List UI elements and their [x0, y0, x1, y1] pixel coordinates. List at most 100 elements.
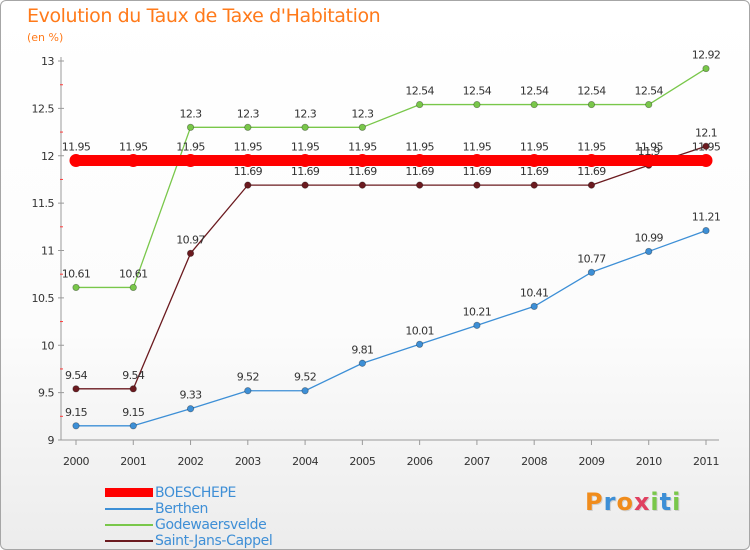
- data-point: [413, 153, 427, 167]
- x-tick-label: 2003: [235, 455, 261, 468]
- data-label: 9.33: [179, 389, 202, 402]
- data-point: [355, 153, 369, 167]
- data-point: [72, 385, 80, 393]
- data-point: [244, 181, 252, 189]
- data-point: [69, 153, 83, 167]
- x-tick-label: 2000: [63, 455, 89, 468]
- data-label: 9.81: [351, 343, 373, 356]
- y-tick-label: 12.5: [32, 102, 55, 115]
- data-point: [587, 181, 596, 189]
- data-label: 11.95: [405, 140, 434, 153]
- x-tick-label: 2004: [292, 455, 318, 468]
- data-label: 10.01: [405, 324, 434, 337]
- data-label: 9.15: [122, 406, 145, 419]
- data-point: [301, 387, 309, 395]
- data-label: 11.95: [463, 140, 492, 153]
- logo-letter: i: [672, 488, 682, 516]
- legend-label: Saint-Jans-Cappel: [155, 533, 273, 549]
- logo-letter: o: [616, 488, 634, 516]
- logo-letter: x: [633, 488, 651, 516]
- series-godewaersvelde: [72, 64, 710, 292]
- x-tick-label: 2009: [578, 455, 604, 468]
- data-label: 11.69: [577, 165, 606, 178]
- data-label: 11.69: [405, 165, 434, 178]
- data-point: [184, 153, 198, 167]
- data-label: 11.95: [234, 140, 263, 153]
- proxiti-logo: Proxiti: [585, 488, 695, 524]
- y-tick-label: 13: [41, 55, 54, 68]
- data-label: 11.69: [520, 165, 549, 178]
- legend-label: Godewaersvelde: [155, 517, 267, 533]
- data-label: 11.21: [692, 211, 721, 224]
- data-label: 11.95: [634, 140, 663, 153]
- data-label: 11.69: [291, 165, 320, 178]
- data-point: [416, 181, 424, 189]
- data-label: 9.54: [65, 369, 88, 382]
- data-label: 11.69: [463, 165, 492, 178]
- data-point: [129, 385, 137, 393]
- data-label: 11.69: [348, 165, 377, 178]
- data-point: [645, 247, 653, 256]
- data-label: 10.61: [119, 267, 148, 280]
- data-label: 10.41: [520, 286, 549, 299]
- data-label: 11.95: [119, 140, 148, 153]
- data-point: [587, 100, 596, 109]
- data-point: [473, 321, 481, 329]
- data-label: 12.92: [692, 49, 721, 62]
- data-label: 12.3: [351, 107, 374, 120]
- data-point: [186, 405, 195, 413]
- x-tick-label: 2005: [349, 455, 375, 468]
- data-point: [301, 181, 309, 189]
- data-label: 9.52: [237, 371, 259, 384]
- legend-label: BOESCHEPE: [155, 485, 236, 501]
- y-tick-label: 10.5: [32, 292, 55, 305]
- data-point: [645, 100, 653, 109]
- data-point: [699, 153, 713, 167]
- data-label: 12.1: [695, 126, 717, 139]
- data-label: 12.3: [179, 107, 202, 120]
- data-label: 10.77: [577, 252, 606, 265]
- data-point: [416, 100, 424, 109]
- data-label: 11.95: [176, 140, 205, 153]
- x-tick-label: 2011: [693, 455, 719, 468]
- data-point: [244, 123, 252, 131]
- data-point: [126, 153, 140, 167]
- data-point: [702, 227, 710, 235]
- data-label: 10.99: [634, 231, 663, 244]
- data-label: 12.3: [294, 107, 317, 120]
- data-point: [241, 153, 255, 167]
- x-tick-label: 2010: [636, 455, 662, 468]
- y-tick-label: 11.5: [32, 197, 55, 210]
- data-label: 12.54: [463, 85, 492, 98]
- data-point: [702, 142, 710, 150]
- data-point: [129, 283, 137, 292]
- data-point: [530, 181, 538, 189]
- data-point: [72, 283, 80, 292]
- legend-swatch: [105, 488, 153, 497]
- data-label: 11.95: [62, 140, 91, 153]
- data-label: 12.54: [520, 85, 549, 98]
- data-point: [470, 153, 484, 167]
- x-tick-label: 2007: [464, 455, 490, 468]
- x-tick-label: 2008: [521, 455, 547, 468]
- data-label: 11.95: [520, 140, 549, 153]
- chart-title: Evolution du Taux de Taxe d'Habitation: [27, 5, 381, 27]
- series-line: [75, 67, 707, 289]
- data-label: 11.95: [577, 140, 606, 153]
- data-point: [702, 64, 710, 73]
- data-label: 10.21: [463, 305, 492, 318]
- y-tick-label: 11: [41, 245, 54, 258]
- data-point: [129, 422, 137, 430]
- data-point: [72, 422, 80, 430]
- data-point: [530, 100, 538, 109]
- data-point: [584, 153, 598, 167]
- data-point: [642, 153, 656, 167]
- data-label: 10.61: [62, 267, 91, 280]
- data-point: [358, 181, 366, 189]
- data-point: [530, 302, 538, 311]
- data-label: 9.15: [65, 406, 88, 419]
- y-tick-label: 12: [41, 150, 54, 163]
- data-label: 11.95: [692, 140, 721, 153]
